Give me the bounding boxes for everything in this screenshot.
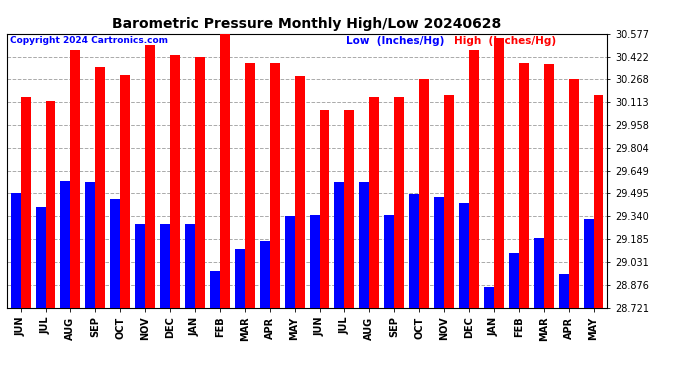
Bar [335,182,344,308]
Bar [359,182,369,308]
Title: Barometric Pressure Monthly High/Low 20240628: Barometric Pressure Monthly High/Low 202… [112,17,502,31]
Bar [469,50,479,308]
Bar [86,182,95,308]
Bar [10,193,21,308]
Bar [21,97,30,308]
Bar [509,253,519,308]
Bar [135,224,145,308]
Bar [519,63,529,308]
Bar [494,38,504,308]
Bar [235,249,245,308]
Bar [544,64,553,308]
Bar [210,271,220,308]
Bar [270,63,279,308]
Bar [344,110,355,308]
Bar [245,63,255,308]
Bar [259,241,270,308]
Bar [61,181,70,308]
Bar [120,75,130,308]
Bar [534,238,544,308]
Bar [593,95,604,308]
Bar [285,216,295,308]
Bar [145,45,155,308]
Bar [70,50,80,308]
Bar [36,207,46,308]
Bar [559,274,569,308]
Bar [369,97,380,308]
Bar [444,95,454,308]
Text: Copyright 2024 Cartronics.com: Copyright 2024 Cartronics.com [10,36,168,45]
Bar [310,215,319,308]
Bar [185,224,195,308]
Bar [569,79,578,308]
Bar [584,219,593,308]
Bar [295,76,304,308]
Bar [419,79,429,308]
Bar [409,194,419,308]
Bar [170,56,180,308]
Bar [46,101,55,308]
Bar [459,203,469,308]
Bar [110,198,120,308]
Bar [195,57,205,308]
Bar [484,287,494,308]
Bar [95,67,106,308]
Text: High  (Inches/Hg): High (Inches/Hg) [454,36,556,46]
Bar [319,110,329,308]
Bar [434,197,444,308]
Text: Low  (Inches/Hg): Low (Inches/Hg) [346,36,444,46]
Bar [220,33,230,308]
Bar [394,97,404,308]
Bar [384,215,394,308]
Bar [160,224,170,308]
